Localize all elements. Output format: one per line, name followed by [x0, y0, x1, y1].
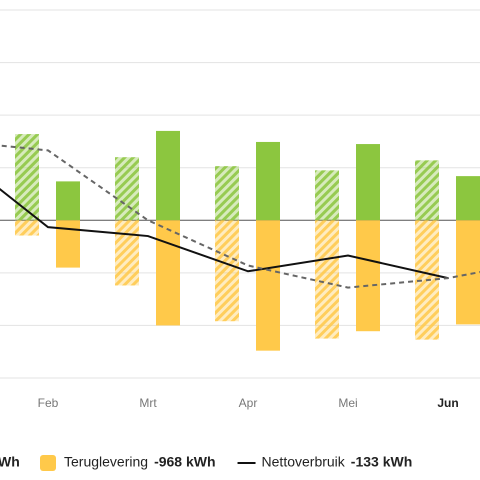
x-tick-label: Mei — [338, 396, 357, 410]
bar — [115, 220, 139, 286]
bar — [356, 220, 380, 332]
legend-label: Teruglevering — [64, 454, 148, 470]
legend-total: -968 kWh — [154, 454, 215, 470]
bar — [456, 220, 480, 325]
bar — [215, 166, 239, 221]
bar — [415, 160, 439, 221]
line — [0, 187, 449, 280]
legend-cut-text: Wh — [0, 454, 20, 470]
legend-label: Nettoverbruik — [262, 454, 346, 470]
bar — [315, 170, 339, 221]
x-tick-label: Mrt — [139, 396, 157, 410]
x-tick-label: Apr — [239, 396, 258, 410]
bar — [315, 220, 339, 339]
line — [0, 144, 480, 289]
bar — [356, 144, 380, 221]
bar — [456, 176, 480, 221]
bar — [256, 141, 280, 221]
bar — [15, 134, 39, 221]
bar — [156, 130, 180, 221]
bar — [56, 181, 80, 221]
bar — [256, 220, 280, 351]
bar — [15, 220, 39, 236]
legend-swatch — [40, 455, 56, 471]
bar — [156, 220, 180, 326]
bar — [215, 220, 239, 322]
x-tick-label: Jun — [437, 396, 458, 410]
legend-total: -133 kWh — [351, 454, 412, 470]
x-tick-label: Feb — [38, 396, 59, 410]
bar — [115, 157, 139, 221]
